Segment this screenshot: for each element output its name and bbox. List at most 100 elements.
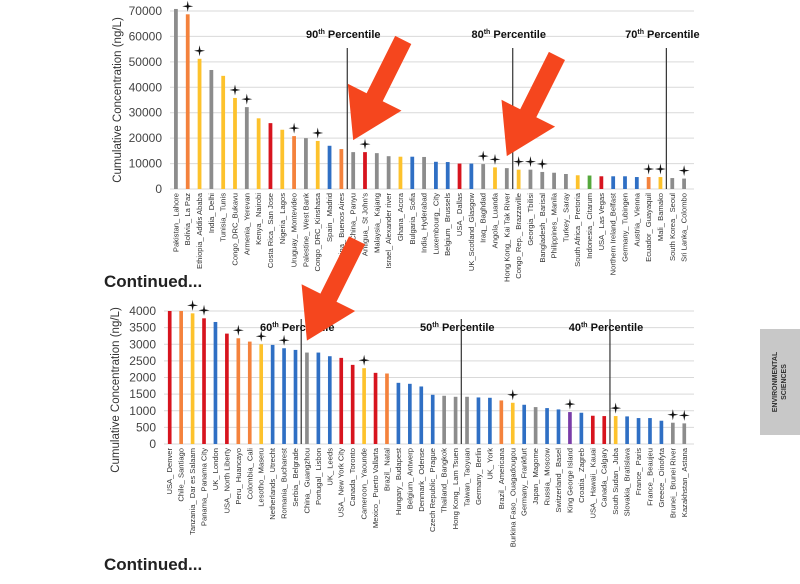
x-tick-label: Sri Lanka_ Colombo [680, 193, 689, 262]
marker-star-icon [198, 304, 210, 316]
bar [528, 169, 533, 189]
x-tick-label: Germany_ Frankfurt [520, 447, 529, 516]
bar [659, 420, 664, 444]
marker-star-icon [643, 163, 655, 175]
bar [476, 397, 481, 444]
x-tick-label: South Sudan_ Juba [611, 447, 620, 514]
x-tick-label: Ecuador_ Guayaquil [644, 193, 653, 262]
x-tick-label: Iraq_ Baghdad [479, 193, 488, 243]
x-tick-label: USA_ Dallas [455, 193, 464, 236]
x-tick-label: UK_Scotland_Glasgow [467, 192, 476, 271]
bar [374, 153, 379, 189]
y-tick-label: 50000 [129, 55, 163, 69]
x-tick-label: Canada_ Calgary [600, 448, 609, 507]
bar [587, 175, 592, 189]
x-tick-label: Mexico_ Puerto Vallarta [371, 447, 380, 528]
x-tick-label: Belgium_ Brussels [443, 193, 452, 256]
x-tick-label: Congo_DRC_Bukavu [231, 193, 240, 266]
bar [202, 318, 206, 444]
x-tick-label: USA_ North Liberty [222, 448, 231, 514]
x-tick-label: UK_ Leeds [325, 448, 334, 486]
bar [522, 404, 527, 444]
marker-star-icon [278, 334, 290, 346]
x-tick-label: Denmark_ Odense [417, 448, 426, 512]
x-tick-label: Antigua_ St John's [361, 193, 370, 256]
x-tick-label: Cameroon_ Yaounde [360, 448, 369, 520]
x-tick-label: Philippines_ Manila [550, 192, 559, 258]
x-tick-label: Bangladesh_ Barisal [538, 193, 547, 263]
marker-star-icon [507, 389, 519, 401]
bar [499, 400, 504, 444]
x-tick-label: India_ Delhi [207, 193, 216, 233]
bar [233, 97, 237, 189]
bar [174, 8, 178, 190]
x-tick-label: Brazil_ Americana [497, 447, 506, 509]
arrow-icon [347, 35, 412, 141]
x-tick-label: UK_ London [211, 448, 220, 490]
x-tick-label: Congo_DRC_Kinshasa [313, 192, 322, 271]
bar [305, 352, 309, 444]
x-tick-label: Kenya_ Nairobi [254, 193, 263, 245]
bar [327, 145, 332, 189]
bar [682, 178, 686, 189]
y-tick-label: 3500 [129, 321, 156, 335]
bar [259, 344, 264, 444]
bar [398, 156, 403, 189]
bar [599, 176, 604, 189]
marker-star-icon [610, 402, 622, 414]
bar [422, 156, 426, 189]
bar [533, 407, 538, 444]
x-tick-label: Ethiopia_ Addis Ababa [195, 192, 204, 269]
x-tick-label: Nigeria_ Lagos [278, 193, 287, 244]
bar [658, 177, 663, 189]
bar [410, 156, 415, 189]
x-tick-label: Germany_ Berlin [474, 448, 483, 505]
x-tick-label: Luxembourg_ City [431, 193, 440, 255]
chart-2: 0 500 1000 1500 2000 2500 3000 3500 4000 Cumulati… [110, 299, 694, 547]
bar [493, 167, 497, 189]
y-tick-label: 500 [136, 420, 156, 434]
x-tick-label: Croatia_ Zagreb [577, 448, 586, 503]
x-tick-label: Brazil_ Natal [382, 448, 391, 491]
marker-star-icon [312, 127, 324, 139]
bar [256, 118, 261, 189]
x-tick-label: Congo_Rep._ Brazzaville [514, 193, 523, 279]
bar [682, 423, 687, 444]
bar [363, 152, 367, 189]
bar [385, 373, 389, 444]
bar [564, 173, 568, 189]
bar [670, 178, 675, 189]
bar [209, 69, 214, 189]
bar [339, 357, 344, 444]
bar [646, 177, 651, 189]
y-tick-label: 0 [155, 182, 162, 196]
x-tick-label: Romania_ Bucharest [280, 447, 289, 519]
marker-star-icon [513, 156, 525, 168]
bar [167, 311, 172, 444]
bar [292, 136, 296, 189]
bar [386, 156, 391, 189]
y-tick-label: 1500 [129, 387, 156, 401]
bar [613, 416, 618, 444]
bar [625, 416, 629, 444]
y-tick-label: 30000 [129, 106, 163, 120]
x-tick-label: Palestine_ West Bank [301, 193, 310, 267]
y-tick-label: 2500 [129, 354, 156, 368]
x-tick-label: Argentina_ Buenos Aires [337, 193, 346, 277]
section-side-tab[interactable]: ENVIRONMENTAL SCIENCES [760, 329, 800, 435]
bar [236, 338, 241, 444]
x-tick-label: Armenia_ Yerevan [242, 193, 251, 255]
continued-label-2: Continued... [104, 555, 203, 574]
x-tick-label: Israel_ Alexander river [384, 193, 393, 269]
bar [362, 368, 366, 444]
marker-star-icon [359, 138, 371, 150]
bar [419, 386, 424, 444]
bar [268, 123, 273, 189]
bar [442, 395, 446, 444]
bar [590, 415, 595, 444]
x-tick-label: Serbia_ Belgrade [291, 448, 300, 507]
marker-star-icon [229, 84, 241, 96]
x-tick-label: Canada_ Toronto [348, 448, 357, 506]
bar [280, 129, 285, 189]
bar [396, 382, 401, 444]
